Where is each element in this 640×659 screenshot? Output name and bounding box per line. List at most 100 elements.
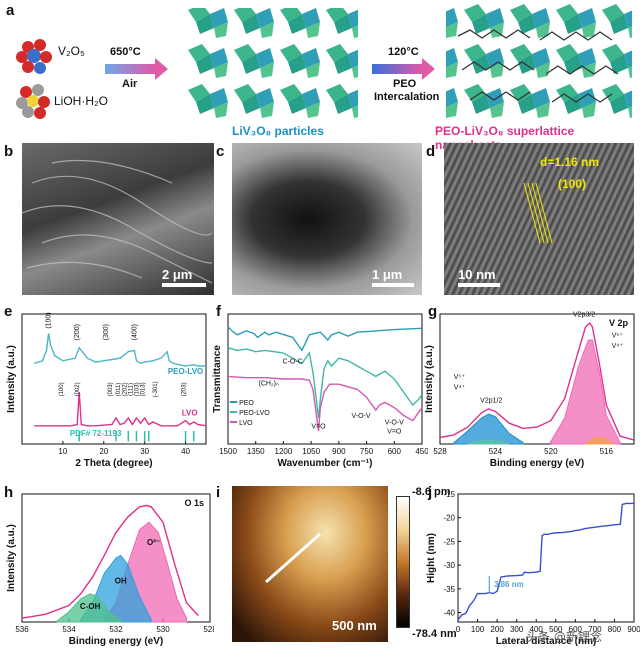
xps-o1s-chart: 536 534 532 530 528 Binding energy (eV) Intens… [6, 493, 214, 647]
peak-label: (200) [74, 324, 81, 340]
reactant-lioh: LiOH·H₂O [54, 94, 108, 108]
x-tick-label: 536 [15, 625, 29, 634]
peak-label: V2p1/2 [480, 397, 502, 404]
xps-v2p-chart: 528 524 520 516 Binding energy (eV) Intensity… [424, 312, 635, 469]
peak-label: (300) [103, 324, 110, 340]
x-tick-label: 0 [456, 625, 461, 634]
legend-label: PEO-LVO [239, 410, 270, 417]
x-tick-label: 600 [569, 625, 583, 634]
peak-label: (-301) [153, 381, 159, 397]
x-tick-label: 516 [600, 447, 614, 456]
x-tick-label: 524 [489, 447, 503, 456]
x-tick-label: 900 [627, 625, 640, 634]
x-tick-label: 450 [415, 447, 428, 456]
series-line [34, 333, 206, 367]
plot-frame [457, 493, 635, 623]
y-tick-label: -30 [443, 561, 455, 570]
peak-label: (103) [135, 382, 141, 396]
x-tick-label: 530 [156, 625, 170, 634]
peak-label: (100) [46, 312, 53, 328]
reference-label: PDF# 72-1193 [70, 429, 122, 438]
x-tick-label: 528 [203, 625, 214, 634]
band-annotation: V=O [387, 429, 402, 436]
peak-label: (013) [141, 382, 147, 396]
y-tick-label: -40 [443, 609, 455, 618]
series-line [21, 504, 199, 619]
sem-image: 2 μm [22, 143, 214, 295]
height-profile-chart: 0 100 200 300 400 500 600 700 800 900 -40 -35 -30 -25… [426, 490, 640, 647]
x-tick-label: 400 [530, 625, 544, 634]
panel-label-h: h [4, 484, 14, 501]
legend-label: LVO [239, 420, 253, 427]
peak-label: (003) [108, 382, 114, 396]
x-tick-label: 800 [608, 625, 622, 634]
y-axis-label: Transmittance [212, 345, 223, 413]
step2-peo: PEO [393, 78, 417, 90]
peak-label: V⁴⁺ [454, 384, 466, 391]
series-area [467, 439, 510, 445]
series-line [439, 322, 635, 441]
series-label: LVO [182, 408, 198, 417]
panel-label-d: d [426, 143, 436, 160]
plot-frame [227, 313, 423, 445]
panel-label-b: b [4, 143, 14, 160]
colorbar-bottom-label: -78.4 nm [412, 628, 457, 640]
series-line [457, 502, 634, 621]
x-tick-label: 700 [588, 625, 602, 634]
schematic-panel [16, 4, 632, 120]
lioh-molecule-icon [16, 84, 50, 119]
product1-caption: LiV₃O₈ particles [232, 124, 324, 138]
step-annotation: 3.86 nm [494, 580, 524, 589]
peak-label: (011) [116, 383, 122, 397]
x-axis-label: Binding energy (eV) [69, 636, 163, 647]
x-axis-label: Wavenumber (cm⁻¹) [278, 458, 373, 469]
y-tick-label: -20 [443, 514, 455, 523]
y-axis-label: Intensity (a.u.) [424, 345, 435, 413]
x-tick-label: 750 [360, 447, 374, 456]
ftir-chart: 1500 1350 1200 1050 900 750 600 450 Wavenumber (… [212, 313, 428, 469]
x-tick-label: 532 [109, 625, 123, 634]
v2o5-molecule-icon [16, 39, 52, 74]
x-axis-label: Lateral distance (nm) [496, 636, 597, 647]
x-tick-label: 1500 [219, 447, 237, 456]
x-tick-label: 900 [332, 447, 346, 456]
panel-label-i: i [216, 484, 221, 501]
afm-colorbar [396, 496, 410, 628]
series-line [227, 326, 423, 352]
band-annotation: (CH₂)ₙ [259, 381, 279, 388]
x-tick-label: 300 [510, 625, 524, 634]
series-area [56, 593, 122, 623]
sem-scale-label: 2 μm [162, 267, 193, 282]
plot-frame [21, 313, 207, 445]
livo-crystal-image [186, 8, 358, 120]
panel-label-j: j [428, 484, 433, 501]
panel-label-g: g [428, 303, 438, 320]
afm-scale-label: 500 nm [332, 618, 377, 633]
legend-label: PEO [239, 400, 254, 407]
tem-image: 1 μm [232, 143, 422, 295]
x-tick-label: 30 [140, 447, 149, 456]
peak-label: (100) [59, 382, 65, 396]
series-area [453, 413, 524, 445]
step2-intercalation: Intercalation [374, 91, 440, 103]
y-tick-label: -15 [443, 490, 455, 499]
reaction-arrow-2 [372, 64, 422, 74]
afm-image: 500 nm [232, 486, 388, 642]
peak-label: V⁵⁺ [612, 332, 624, 339]
colorbar-top-label: -8.6 pm [412, 486, 451, 498]
series-line [34, 391, 207, 427]
peak-label: (002) [75, 382, 81, 396]
series-area [583, 437, 615, 445]
peak-label: (203) [182, 382, 188, 396]
series-line [227, 375, 423, 432]
peak-label: (111) [128, 383, 134, 396]
chart-title: V 2p [609, 318, 629, 328]
hrtem-scale-label: 10 nm [458, 267, 496, 282]
x-tick-label: 528 [433, 447, 447, 456]
watermark: 头条 @新锂念 [526, 630, 602, 644]
y-axis-label: Intensity (a.u.) [6, 345, 17, 413]
step1-atmosphere: Air [122, 78, 138, 90]
series-label: PEO-LVO [168, 367, 203, 376]
peak-label: V⁴⁺ [612, 343, 624, 350]
x-tick-label: 1200 [275, 447, 293, 456]
